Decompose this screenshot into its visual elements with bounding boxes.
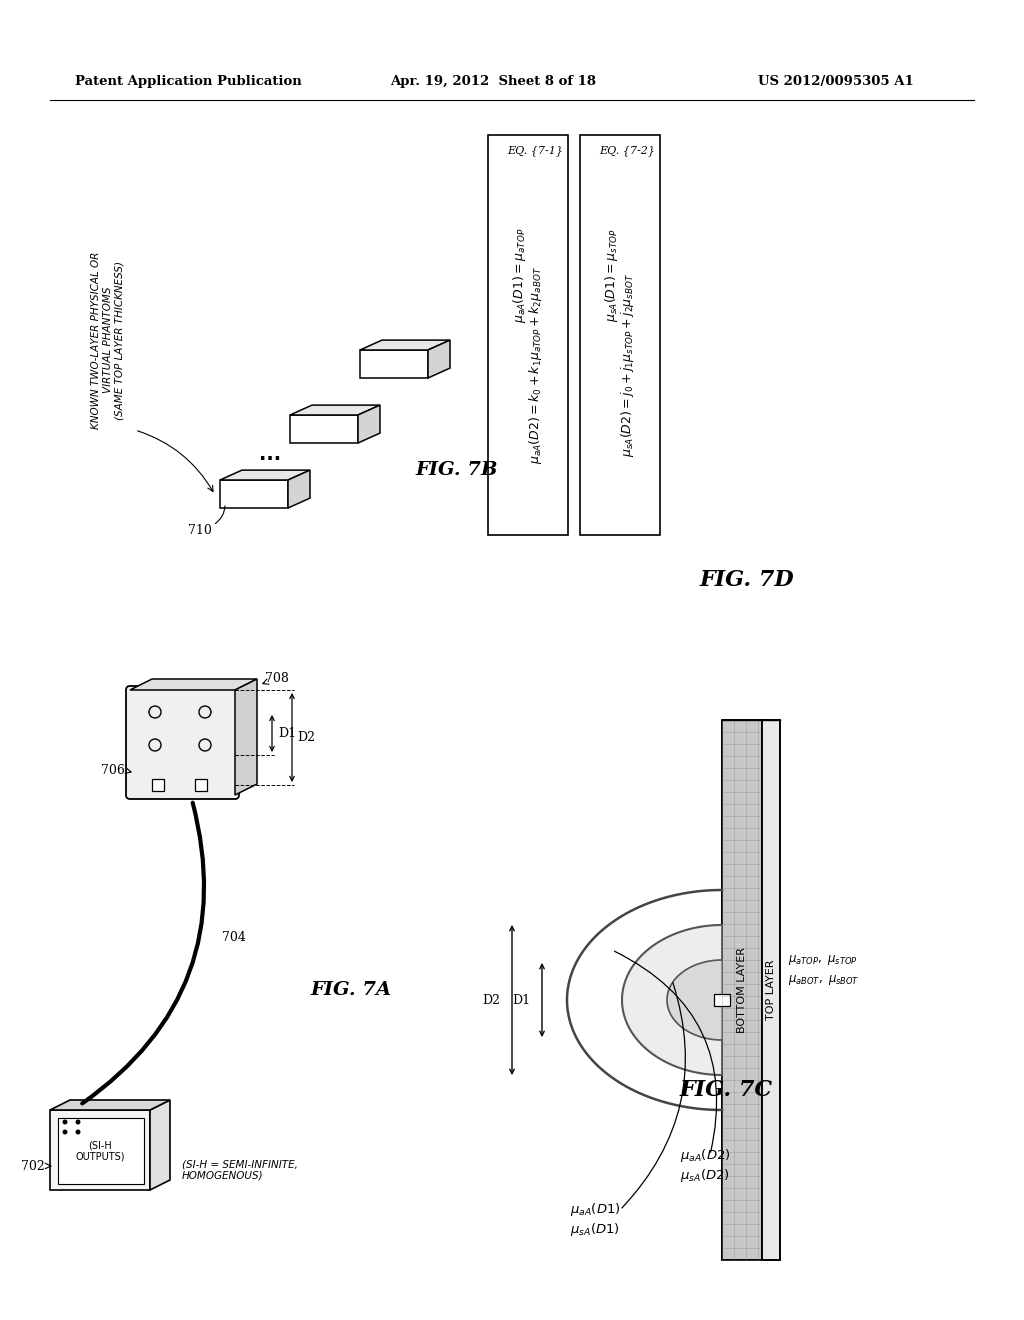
Text: $\mu_{sA}(D1)$: $\mu_{sA}(D1)$ — [570, 1221, 620, 1238]
Circle shape — [76, 1130, 81, 1134]
Text: 704: 704 — [222, 931, 246, 944]
Polygon shape — [195, 779, 207, 791]
Text: Patent Application Publication: Patent Application Publication — [75, 75, 302, 88]
Polygon shape — [220, 480, 288, 508]
Text: TOP LAYER: TOP LAYER — [766, 960, 776, 1020]
Polygon shape — [580, 135, 660, 535]
Polygon shape — [358, 405, 380, 444]
Polygon shape — [360, 350, 428, 378]
Polygon shape — [220, 470, 310, 480]
Circle shape — [62, 1119, 68, 1125]
Polygon shape — [622, 925, 722, 1074]
Text: ...: ... — [259, 446, 281, 465]
Circle shape — [62, 1130, 68, 1134]
Text: $\mu_{sA}(D2)$: $\mu_{sA}(D2)$ — [680, 1167, 730, 1184]
Text: $\mu_{aTOP},\ \mu_{sTOP}$: $\mu_{aTOP},\ \mu_{sTOP}$ — [788, 953, 857, 968]
Text: $\mu_{aA}(D2) = k_0 + k_1\mu_{aTOP} + k_2\mu_{aBOT}$: $\mu_{aA}(D2) = k_0 + k_1\mu_{aTOP} + k_… — [527, 267, 545, 463]
Text: BOTTOM LAYER: BOTTOM LAYER — [737, 946, 746, 1034]
FancyBboxPatch shape — [126, 686, 239, 799]
Polygon shape — [762, 719, 780, 1261]
Text: FIG. 7C: FIG. 7C — [680, 1078, 773, 1101]
Text: (SI-H = SEMI-INFINITE,
HOMOGENOUS): (SI-H = SEMI-INFINITE, HOMOGENOUS) — [182, 1159, 298, 1181]
Polygon shape — [50, 1100, 170, 1110]
Polygon shape — [714, 994, 730, 1006]
Text: EQ. {7-1}: EQ. {7-1} — [507, 145, 563, 156]
Text: (SI-H
OUTPUTS): (SI-H OUTPUTS) — [75, 1140, 125, 1162]
Polygon shape — [722, 719, 762, 1261]
Text: KNOWN TWO-LAYER PHYSICAL OR
VIRTUAL PHANTOMS
(SAME TOP LAYER THICKNESS): KNOWN TWO-LAYER PHYSICAL OR VIRTUAL PHAN… — [91, 251, 125, 429]
Polygon shape — [488, 135, 568, 535]
Text: EQ. {7-2}: EQ. {7-2} — [599, 145, 655, 156]
Polygon shape — [130, 678, 257, 690]
Text: D1: D1 — [278, 727, 296, 741]
Text: $\mu_{aA}(D1)$: $\mu_{aA}(D1)$ — [570, 1201, 621, 1218]
Text: 710: 710 — [188, 524, 212, 536]
Polygon shape — [50, 1110, 150, 1191]
Text: FIG. 7A: FIG. 7A — [310, 981, 391, 999]
Text: 706: 706 — [101, 763, 125, 776]
Polygon shape — [150, 1100, 170, 1191]
Polygon shape — [152, 779, 164, 791]
Text: $\mu_{aA}(D1) = \mu_{aTOP}$: $\mu_{aA}(D1) = \mu_{aTOP}$ — [512, 227, 528, 322]
Polygon shape — [360, 341, 450, 350]
Text: US 2012/0095305 A1: US 2012/0095305 A1 — [758, 75, 913, 88]
Text: FIG. 7B: FIG. 7B — [415, 461, 498, 479]
Polygon shape — [58, 1118, 144, 1184]
Circle shape — [76, 1119, 81, 1125]
Text: D2: D2 — [482, 994, 500, 1006]
Polygon shape — [288, 470, 310, 508]
Polygon shape — [290, 414, 358, 444]
Polygon shape — [667, 960, 722, 1040]
Text: FIG. 7D: FIG. 7D — [700, 569, 795, 591]
Text: D1: D1 — [512, 994, 530, 1006]
Text: $\mu_{sA}(D2) = j_0 + j_1\mu_{sTOP} + j_2\mu_{sBOT}$: $\mu_{sA}(D2) = j_0 + j_1\mu_{sTOP} + j_… — [620, 273, 637, 457]
Text: $\mu_{aA}(D2)$: $\mu_{aA}(D2)$ — [680, 1147, 731, 1163]
Polygon shape — [428, 341, 450, 378]
Text: 702: 702 — [22, 1159, 45, 1172]
Text: $\mu_{aBOT},\ \mu_{sBOT}$: $\mu_{aBOT},\ \mu_{sBOT}$ — [788, 973, 859, 987]
Text: 708: 708 — [265, 672, 289, 685]
Text: $\mu_{sA}(D1) = \mu_{sTOP}$: $\mu_{sA}(D1) = \mu_{sTOP}$ — [603, 228, 621, 322]
Polygon shape — [290, 405, 380, 414]
Polygon shape — [234, 678, 257, 795]
Text: Apr. 19, 2012  Sheet 8 of 18: Apr. 19, 2012 Sheet 8 of 18 — [390, 75, 596, 88]
Text: D2: D2 — [297, 731, 315, 744]
